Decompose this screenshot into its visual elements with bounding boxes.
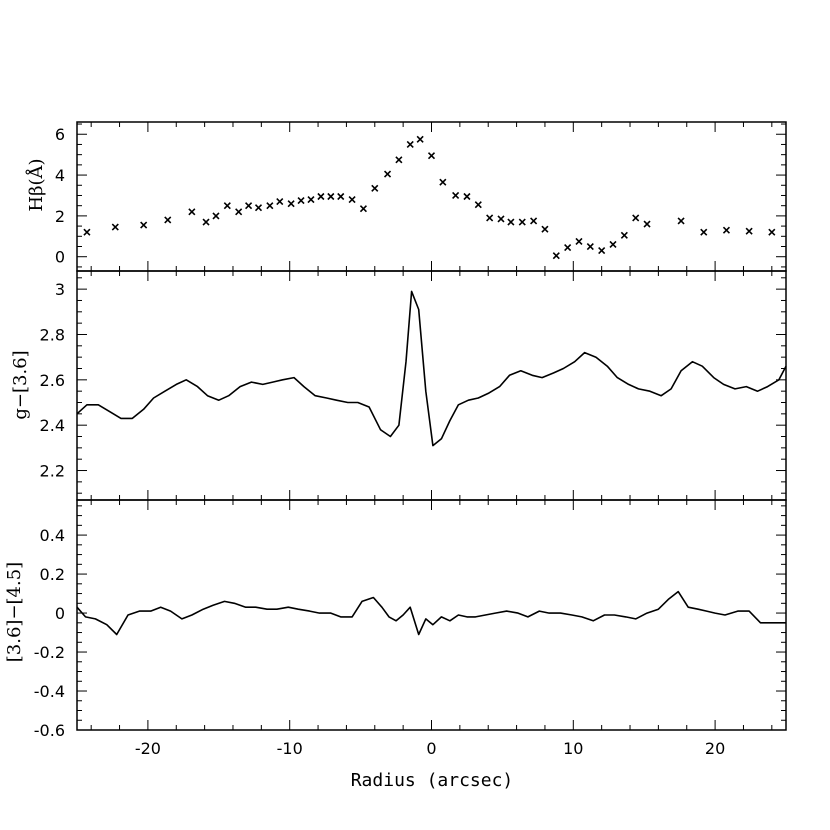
data-point bbox=[486, 214, 494, 222]
data-point bbox=[677, 217, 685, 225]
y-tick-label: 2.8 bbox=[40, 325, 65, 344]
panel-hbeta: Hβ(Å) 0 2 4 6 bbox=[25, 121, 787, 272]
y-tick-label: 0 bbox=[55, 248, 65, 267]
series-line-36-minus-45 bbox=[76, 590, 786, 636]
data-point bbox=[643, 220, 651, 228]
data-point bbox=[609, 240, 617, 249]
y-tick-label: 2.2 bbox=[40, 462, 65, 481]
y-tick-label: 2 bbox=[55, 207, 65, 226]
ylabel-hbeta: Hβ(Å) bbox=[25, 158, 47, 211]
y-tick-label: 0.4 bbox=[40, 526, 65, 545]
data-point bbox=[140, 221, 148, 229]
data-point bbox=[307, 195, 315, 204]
data-point bbox=[188, 208, 196, 216]
panel-frame-g-minus-36 bbox=[76, 270, 787, 501]
data-point bbox=[287, 200, 295, 208]
ylabel-36-minus-45: [3.6]−[4.5] bbox=[4, 562, 25, 662]
data-point bbox=[632, 214, 640, 222]
data-point bbox=[212, 212, 220, 220]
y-tick-label: -0.4 bbox=[34, 682, 65, 701]
data-point bbox=[439, 178, 447, 186]
data-point bbox=[507, 218, 515, 226]
data-point bbox=[371, 184, 379, 192]
y-tick-label: 2.4 bbox=[40, 416, 65, 435]
y-tick-label: 4 bbox=[55, 166, 65, 185]
x-tick-label: 0 bbox=[426, 739, 436, 758]
data-point bbox=[620, 231, 628, 239]
data-point bbox=[317, 192, 325, 201]
y-tick-label: -0.2 bbox=[34, 643, 65, 662]
ylabel-g-minus-36: g−[3.6] bbox=[10, 350, 31, 419]
data-point bbox=[164, 216, 172, 224]
data-point bbox=[541, 225, 549, 233]
data-point bbox=[266, 202, 274, 210]
data-point bbox=[383, 170, 392, 178]
xlabel-radius: Radius (arcsec) bbox=[351, 770, 514, 791]
data-point bbox=[223, 202, 231, 210]
y-tick-label: -0.6 bbox=[34, 721, 65, 740]
y-tick-label: 2.6 bbox=[40, 371, 65, 390]
data-point bbox=[111, 223, 119, 231]
data-point bbox=[276, 198, 284, 206]
data-point bbox=[406, 140, 414, 149]
y-tick-label: 0.2 bbox=[40, 565, 65, 584]
panel-frame-36-minus-45 bbox=[76, 499, 787, 731]
panel-36-minus-45: [3.6]−[4.5] -0.6 -0.4 -0.2 0 0.2 0.4 -20 -10 0 10… bbox=[4, 499, 787, 758]
x-tick-label: 20 bbox=[705, 739, 725, 758]
data-point bbox=[768, 228, 776, 236]
data-point bbox=[83, 228, 91, 236]
data-point bbox=[474, 201, 482, 209]
data-point bbox=[416, 135, 424, 143]
data-point bbox=[564, 243, 572, 252]
y-tick-label: 0 bbox=[55, 604, 65, 623]
data-point bbox=[245, 202, 253, 210]
panel-frame-hbeta bbox=[76, 121, 787, 272]
data-point bbox=[598, 247, 606, 255]
data-point bbox=[722, 226, 731, 234]
data-point bbox=[395, 156, 403, 164]
data-point bbox=[337, 192, 345, 201]
panel-g-minus-36: g−[3.6] 2.2 2.4 2.6 2.8 3 bbox=[10, 270, 787, 501]
data-point bbox=[297, 197, 305, 205]
data-point bbox=[235, 208, 243, 216]
y-tick-label: 3 bbox=[55, 280, 65, 299]
data-point bbox=[202, 218, 210, 226]
data-point bbox=[497, 215, 505, 223]
data-point bbox=[745, 227, 753, 235]
data-point bbox=[327, 192, 335, 201]
data-point bbox=[700, 228, 708, 236]
data-point bbox=[348, 195, 356, 204]
data-point bbox=[463, 192, 471, 201]
x-tick-label: 10 bbox=[563, 739, 583, 758]
data-point bbox=[586, 242, 594, 251]
data-point bbox=[359, 205, 368, 213]
x-tick-label: -10 bbox=[277, 739, 303, 758]
data-point bbox=[530, 217, 538, 225]
data-point bbox=[518, 218, 526, 226]
data-point bbox=[552, 252, 560, 260]
data-point bbox=[452, 191, 460, 200]
x-tick-label: -20 bbox=[135, 739, 161, 758]
series-line-g-minus-36 bbox=[76, 290, 787, 447]
data-point bbox=[254, 204, 263, 212]
y-tick-label: 6 bbox=[55, 125, 65, 144]
data-point bbox=[427, 152, 436, 160]
data-point bbox=[575, 237, 583, 245]
